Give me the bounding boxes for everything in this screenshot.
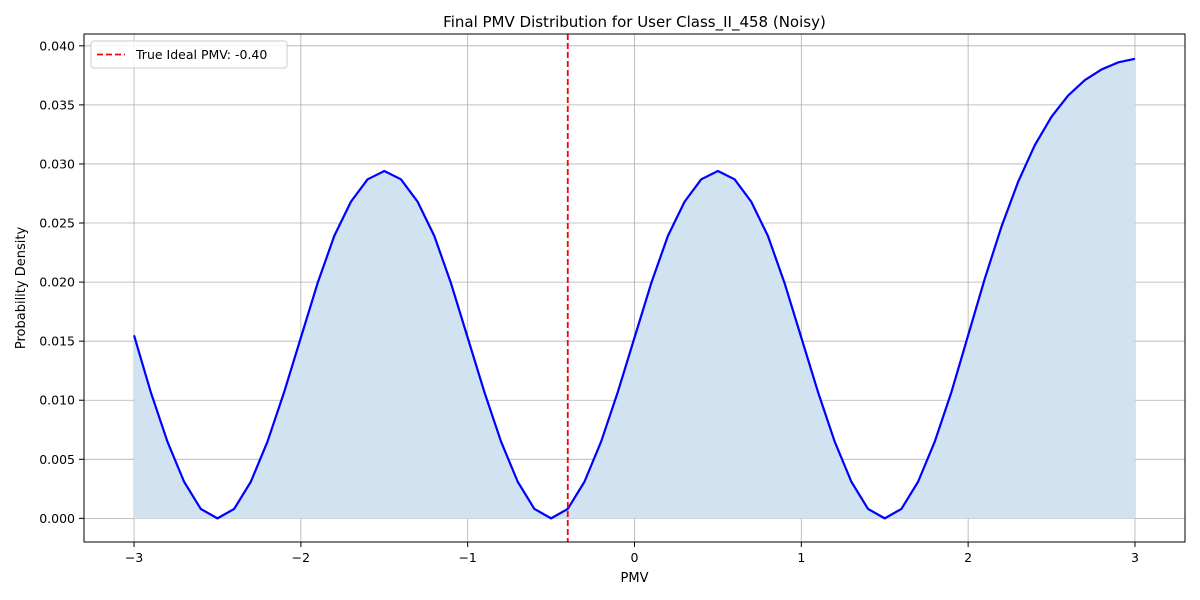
density-line — [132, 57, 1136, 520]
x-tick-label: 3 — [1131, 550, 1139, 565]
x-axis-title: PMV — [621, 571, 649, 586]
x-tick-label: −3 — [125, 550, 143, 565]
y-tick-label: 0.025 — [39, 216, 75, 231]
y-tick-label: 0.005 — [39, 452, 75, 467]
density-area-fill — [134, 58, 1135, 519]
y-tick-label: 0.000 — [39, 511, 75, 526]
legend: True Ideal PMV: -0.40 — [90, 40, 288, 69]
y-tick-label: 0.015 — [39, 334, 75, 349]
y-axis-title: Probability Density — [14, 227, 29, 350]
y-tick-label: 0.030 — [39, 156, 75, 171]
axis-ticks: −3 −2 −1 0 1 2 3 0.000 0.005 0.010 0.015 0.020 0.025… — [39, 38, 1139, 565]
x-tick-label: −2 — [292, 550, 310, 565]
legend-box — [90, 40, 288, 69]
legend-label: True Ideal PMV: -0.40 — [135, 47, 267, 62]
y-tick-label: 0.035 — [39, 97, 75, 112]
y-tick-label: 0.040 — [39, 38, 75, 53]
x-tick-label: 2 — [964, 550, 972, 565]
chart-title: Final PMV Distribution for User Class_II… — [443, 13, 826, 32]
x-tick-label: −1 — [458, 550, 476, 565]
y-tick-label: 0.010 — [39, 393, 75, 408]
y-tick-label: 0.020 — [39, 275, 75, 290]
plot-area — [132, 34, 1136, 542]
x-tick-label: 1 — [797, 550, 805, 565]
x-tick-label: 0 — [631, 550, 639, 565]
